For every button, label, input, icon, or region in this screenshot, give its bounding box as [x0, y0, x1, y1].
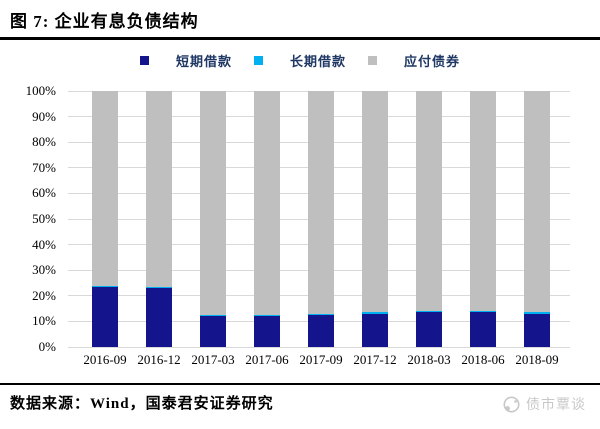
bar-segment-应付债券 [200, 91, 226, 315]
legend-swatch-icon [139, 56, 149, 65]
bar-segment-长期借款 [254, 315, 280, 317]
bar-segment-长期借款 [362, 312, 388, 314]
x-axis: 2016-09 2016-12 2017-03 2017-06 2017-09 2017-… [68, 352, 570, 370]
bar-2018-03 [416, 91, 442, 347]
x-tick-label: 2017-09 [299, 352, 343, 367]
bar-segment-短期借款 [470, 312, 496, 347]
bar-2017-06 [254, 91, 280, 347]
gridline [68, 90, 570, 92]
bar-segment-短期借款 [200, 316, 226, 347]
x-tick-label: 2017-03 [191, 352, 235, 367]
x-tick-label: 2018-09 [515, 352, 559, 367]
bar-segment-长期借款 [524, 312, 550, 314]
bar-segment-长期借款 [470, 311, 496, 313]
bar-segment-长期借款 [200, 315, 226, 317]
y-tick-label: 30% [32, 262, 56, 278]
legend-swatch-icon [253, 56, 263, 65]
data-source-note: 数据来源：Wind，国泰君安证券研究 [10, 396, 274, 412]
bar-segment-短期借款 [416, 312, 442, 347]
legend-label: 应付债券 [404, 54, 461, 69]
x-tick-label: 2016-12 [137, 352, 181, 367]
watermark-label: 债市覃谈 [526, 398, 586, 413]
x-tick-label: 2017-06 [245, 352, 289, 367]
legend-item-1: 长期借款 [253, 51, 346, 70]
x-tick-label: 2017-12 [353, 352, 397, 367]
y-tick-label: 90% [32, 108, 56, 124]
bar-segment-短期借款 [146, 288, 172, 347]
bar-segment-短期借款 [92, 286, 118, 347]
bar-segment-应付债券 [362, 91, 388, 313]
legend-item-2: 应付债券 [368, 51, 460, 70]
bar-segment-短期借款 [362, 313, 388, 347]
chart-legend: 短期借款 长期借款 应付债券 [0, 51, 600, 70]
y-tick-label: 40% [32, 236, 56, 252]
bar-segment-长期借款 [92, 285, 118, 287]
y-tick-label: 10% [32, 313, 56, 329]
bar-segment-应付债券 [254, 91, 280, 315]
bar-segment-应付债券 [308, 91, 334, 314]
bar-2016-12 [146, 91, 172, 347]
bar-2018-09 [524, 91, 550, 347]
bar-2018-06 [470, 91, 496, 347]
y-tick-label: 70% [32, 159, 56, 175]
plot-area [68, 90, 570, 348]
gridline [68, 346, 570, 348]
bar-segment-应付债券 [92, 91, 118, 286]
watermark: 债市覃谈 [502, 394, 586, 414]
page-title: 图 7: 企业有息负债结构 [10, 12, 199, 31]
bar-2017-03 [200, 91, 226, 347]
x-tick-label: 2018-03 [407, 352, 451, 367]
title-divider [0, 37, 600, 40]
y-tick-label: 60% [32, 185, 56, 201]
y-axis: 0% 10% 20% 30% 40% 50% 60% 70% 80% 90% 100% [0, 83, 62, 354]
bar-segment-应付债券 [524, 91, 550, 313]
y-tick-label: 20% [32, 287, 56, 303]
x-tick-label: 2018-06 [461, 352, 505, 367]
bar-segment-应付债券 [146, 91, 172, 287]
x-tick-label: 2016-09 [83, 352, 127, 367]
footer-divider [0, 383, 600, 385]
bar-2017-12 [362, 91, 388, 347]
bar-segment-长期借款 [146, 286, 172, 289]
legend-item-0: 短期借款 [139, 51, 232, 70]
y-tick-label: 0% [38, 339, 56, 354]
bar-segment-应付债券 [416, 91, 442, 312]
bar-segment-短期借款 [254, 316, 280, 347]
y-tick-label: 50% [32, 211, 56, 226]
bar-segment-短期借款 [524, 313, 550, 347]
y-tick-label: 100% [25, 83, 56, 98]
legend-label: 短期借款 [175, 54, 232, 69]
watermark-logo-icon [503, 396, 520, 412]
legend-swatch-icon [368, 56, 377, 65]
bar-segment-短期借款 [308, 315, 334, 347]
bar-segment-长期借款 [308, 313, 334, 315]
bar-2016-09 [92, 91, 118, 347]
y-tick-label: 80% [32, 134, 56, 150]
bar-segment-长期借款 [416, 311, 442, 313]
legend-label: 长期借款 [289, 54, 346, 69]
bar-segment-应付债券 [470, 91, 496, 312]
bar-2017-09 [308, 91, 334, 347]
